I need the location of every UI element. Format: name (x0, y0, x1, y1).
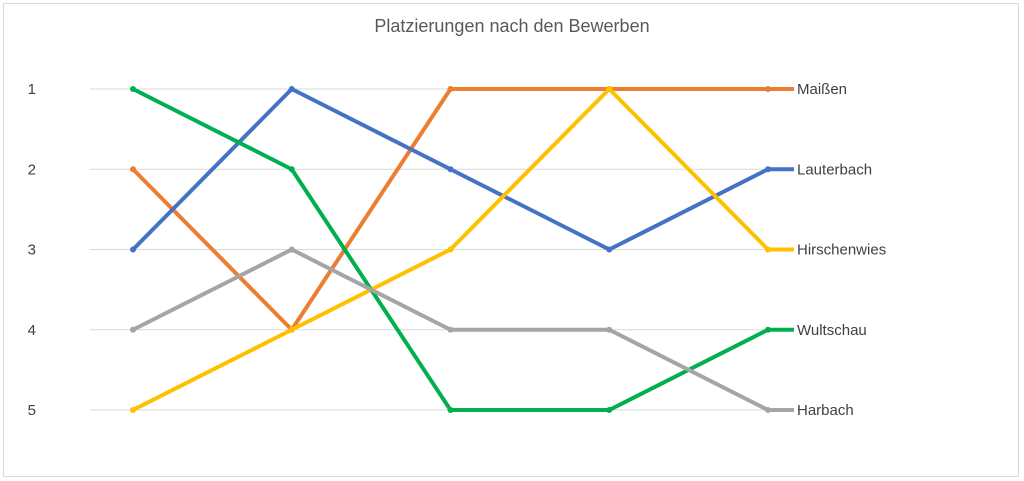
series-lines (130, 86, 771, 413)
data-point (288, 246, 295, 253)
data-point (606, 326, 613, 333)
series-label: Lauterbach (797, 161, 872, 178)
series-label: Harbach (797, 402, 854, 419)
series-label: Wultschau (797, 322, 867, 339)
data-point (447, 246, 454, 253)
data-point (447, 166, 454, 173)
series-labels: Maißen Lauterbach Hirschenwies Wultschau Har… (768, 81, 886, 419)
y-tick-label: 4 (28, 322, 36, 339)
data-point (130, 246, 136, 253)
data-point (288, 86, 295, 92)
chart-frame (3, 3, 1019, 477)
data-point (447, 407, 454, 413)
gridlines (90, 88, 788, 411)
series-line-maißen (131, 87, 768, 332)
data-point (288, 166, 295, 173)
data-point (130, 407, 136, 413)
data-point (447, 326, 454, 333)
series-label: Hirschenwies (797, 242, 886, 259)
y-tick-label: 5 (28, 402, 36, 419)
data-point (606, 246, 613, 253)
data-point (447, 86, 454, 92)
y-tick-label: 1 (28, 81, 36, 98)
y-axis-tick-labels: 1 2 3 4 5 (28, 81, 36, 419)
data-point (288, 326, 295, 333)
y-tick-label: 3 (28, 242, 36, 259)
series-label: Maißen (797, 81, 847, 98)
data-point (606, 407, 613, 413)
data-point (606, 86, 613, 92)
chart-title: Platzierungen nach den Bewerben (374, 16, 650, 36)
data-point (130, 166, 136, 173)
data-point (130, 326, 136, 333)
data-point (130, 86, 136, 92)
y-tick-label: 2 (28, 161, 36, 178)
